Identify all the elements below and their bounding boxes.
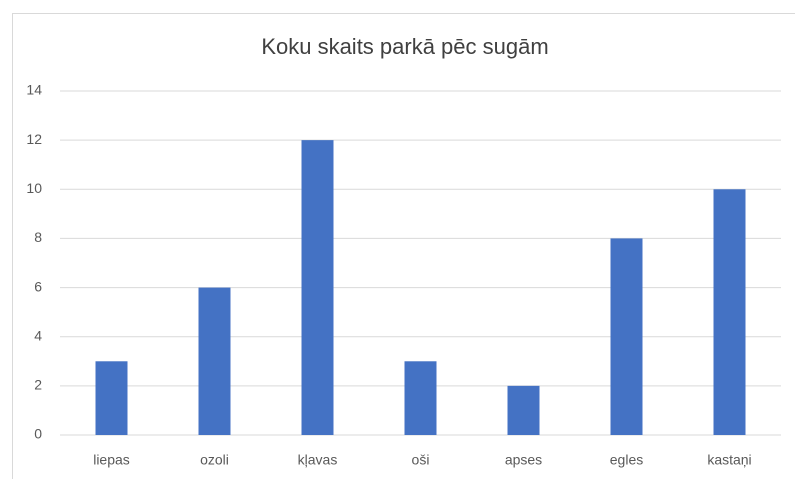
x-tick-label: egles xyxy=(610,452,643,468)
bar xyxy=(713,189,746,435)
chart-border xyxy=(12,13,795,479)
y-tick-label: 4 xyxy=(34,327,42,343)
x-tick-label: liepas xyxy=(93,452,130,468)
bar xyxy=(95,361,128,435)
bar xyxy=(198,287,231,435)
y-tick-label: 2 xyxy=(34,377,42,393)
x-tick-label: apses xyxy=(505,452,542,468)
y-tick-label: 0 xyxy=(34,426,42,442)
x-tick-label: kastaņi xyxy=(707,452,751,468)
chart-title: Koku skaits parkā pēc sugām xyxy=(261,34,548,59)
bar xyxy=(507,385,540,435)
y-tick-label: 6 xyxy=(34,278,42,294)
y-tick-label: 14 xyxy=(26,82,42,98)
y-tick-label: 8 xyxy=(34,229,42,245)
x-tick-label: oši xyxy=(412,452,430,468)
x-tick-label: ozoli xyxy=(200,452,229,468)
bar xyxy=(610,238,643,435)
y-tick-label: 12 xyxy=(26,131,42,147)
bar xyxy=(404,361,437,435)
y-tick-label: 10 xyxy=(26,180,42,196)
bar xyxy=(301,140,334,435)
x-tick-label: kļavas xyxy=(298,452,338,468)
